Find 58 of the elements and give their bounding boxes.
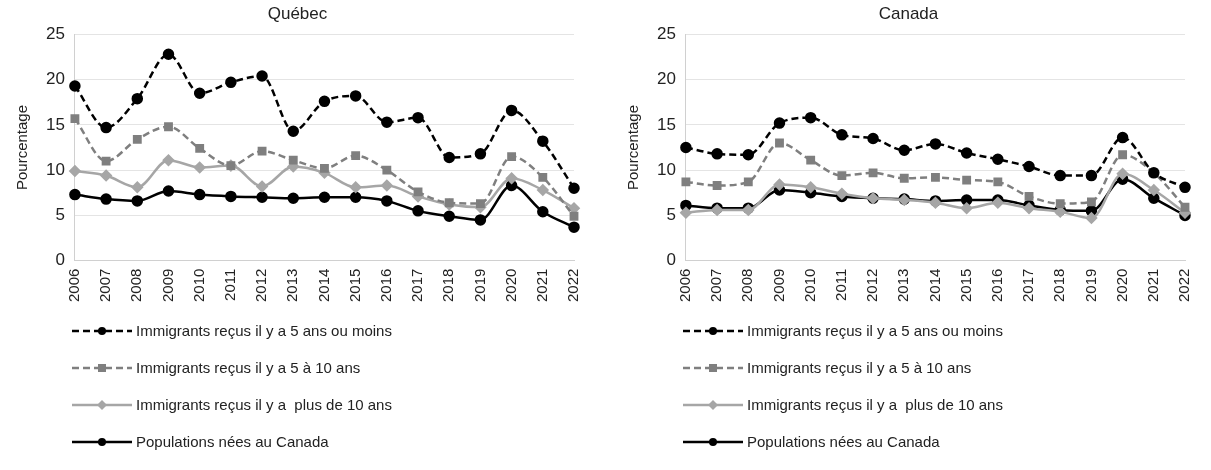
x-tick-label: 2020 [1112, 268, 1130, 303]
x-tick-label: 2016 [376, 268, 394, 303]
y-tick-label: 0 [666, 250, 676, 270]
x-tick-label: 2019 [470, 268, 488, 303]
y-tick-label: 20 [656, 69, 676, 89]
chart-title: Canada [878, 3, 939, 23]
x-tick-label: 2006 [676, 268, 694, 303]
x-tick-label: 2011 [832, 268, 850, 301]
x-tick-label: 2009 [769, 268, 787, 303]
y-tick-label: 10 [656, 159, 676, 179]
x-tick-label: 2008 [127, 268, 145, 303]
x-tick-label: 2017 [1019, 268, 1037, 303]
x-tick-label: 2006 [65, 268, 83, 303]
x-tick-label: 2021 [1143, 268, 1161, 303]
x-tick-label: 2013 [894, 268, 912, 303]
y-tick-label: 25 [656, 24, 676, 44]
legend-label: Immigrants reçus il y a 5 à 10 ans [747, 359, 972, 376]
y-tick-label: 20 [45, 69, 65, 89]
x-tick-label: 2020 [501, 268, 519, 303]
x-tick-label: 2014 [314, 268, 332, 303]
x-tick-label: 2014 [925, 268, 943, 303]
x-tick-label: 2015 [956, 268, 974, 303]
y-tick-label: 15 [656, 114, 676, 134]
y-tick-label: 15 [45, 114, 65, 134]
x-tick-label: 2018 [439, 268, 457, 303]
legend-label: Immigrants reçus il y a plus de 10 ans [136, 396, 392, 413]
y-axis-title: Pourcentage [13, 104, 31, 191]
legend-label: Immigrants reçus il y a 5 ans ou moins [136, 322, 392, 339]
x-tick-label: 2017 [408, 268, 426, 303]
y-tick-label: 5 [666, 205, 676, 225]
chart-title: Québec [267, 3, 328, 23]
y-tick-label: 0 [55, 250, 65, 270]
x-tick-label: 2015 [345, 268, 363, 303]
x-tick-label: 2010 [800, 268, 818, 303]
legend-label: Immigrants reçus il y a 5 ans ou moins [747, 322, 1003, 339]
y-axis-title: Pourcentage [624, 104, 642, 191]
x-tick-label: 2008 [738, 268, 756, 303]
legend-label: Populations nées au Canada [747, 433, 940, 450]
x-tick-label: 2018 [1050, 268, 1068, 303]
x-tick-label: 2012 [252, 268, 270, 303]
x-tick-label: 2019 [1081, 268, 1099, 303]
x-tick-label: 2022 [1175, 268, 1193, 303]
x-tick-label: 2013 [283, 268, 301, 303]
x-tick-label: 2007 [707, 268, 725, 303]
x-tick-label: 2007 [96, 268, 114, 303]
legend-label: Immigrants reçus il y a plus de 10 ans [747, 396, 1003, 413]
x-tick-label: 2021 [532, 268, 550, 303]
x-tick-label: 2016 [987, 268, 1005, 303]
x-tick-label: 2010 [189, 268, 207, 303]
y-tick-label: 25 [45, 24, 65, 44]
x-tick-label: 2012 [863, 268, 881, 303]
y-tick-label: 10 [45, 159, 65, 179]
x-tick-label: 2009 [158, 268, 176, 303]
x-tick-label: 2022 [564, 268, 582, 303]
x-tick-label: 2011 [221, 268, 239, 301]
legend-label: Populations nées au Canada [136, 433, 329, 450]
y-tick-label: 5 [55, 205, 65, 225]
legend-label: Immigrants reçus il y a 5 à 10 ans [136, 359, 361, 376]
